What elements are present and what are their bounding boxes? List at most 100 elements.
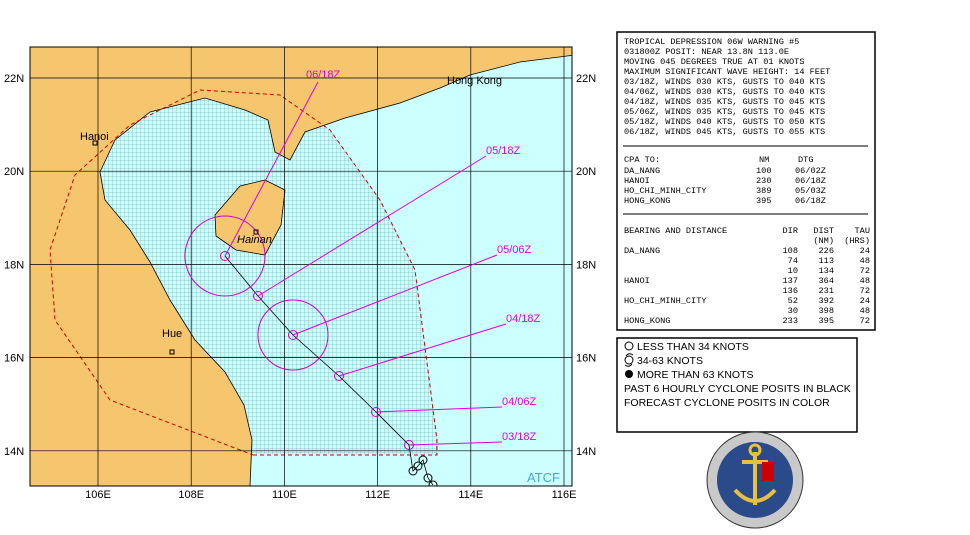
- bearing-cell: 108: [783, 246, 798, 256]
- lat-label: 22N: [4, 73, 24, 85]
- warning-line: 06/18Z, WINDS 045 KTS, GUSTS TO 055 KTS: [624, 127, 825, 137]
- warning-line: MOVING 045 DEGREES TRUE AT 01 KNOTS: [624, 57, 805, 67]
- place-label: Hue: [162, 328, 182, 340]
- bearing-unit: (NM): [813, 236, 834, 246]
- bearing-cell: 48: [860, 306, 870, 316]
- lon-label: 108E: [178, 489, 204, 501]
- logo: [706, 431, 804, 529]
- leader-line: [224, 81, 319, 257]
- map-frame: [29, 46, 573, 487]
- legend-icon: [625, 370, 633, 378]
- cpa-cell: 06/02Z: [795, 166, 826, 176]
- lon-label: 106E: [85, 489, 111, 501]
- lat-label: 14N: [576, 446, 596, 458]
- cpa-header: CPA TO:: [624, 155, 660, 165]
- mainland: [30, 47, 572, 486]
- leader-line: [292, 254, 498, 336]
- bearing-cell: 226: [819, 246, 834, 256]
- lat-label: 18N: [4, 259, 24, 271]
- bearing-cell: 137: [783, 276, 798, 286]
- positions: [408, 455, 438, 486]
- warning-line: 05/06Z, WINDS 035 KTS, GUSTS TO 045 KTS: [624, 107, 825, 117]
- place-label: Hanoi: [80, 131, 109, 143]
- leader-line: [257, 155, 487, 297]
- bearing-cell: 233: [783, 316, 798, 326]
- bearing-place: HONG_KONG: [624, 316, 670, 326]
- past-position: [413, 461, 423, 471]
- bearing-header: DIR: [783, 226, 798, 236]
- cpa-cell: 06/18Z: [795, 196, 826, 206]
- forecast-position: [220, 251, 230, 261]
- hainan-island: [214, 179, 286, 256]
- bearing-cell: 24: [860, 296, 870, 306]
- lat-label: 20N: [4, 166, 24, 178]
- cpa-cell: 05/03Z: [795, 186, 826, 196]
- bearing-place: HO_CHI_MINH_CITY: [624, 296, 707, 306]
- legend-icon: [624, 341, 634, 351]
- cpa-cell: DA_NANG: [624, 166, 660, 176]
- cpa-cell: 389: [756, 186, 771, 196]
- warning-line: 05/18Z, WINDS 040 KTS, GUSTS TO 050 KTS: [624, 117, 825, 127]
- bearing-unit: (HRS): [844, 236, 870, 246]
- bearing-cell: 113: [819, 256, 834, 266]
- map: [30, 47, 572, 486]
- bearing-cell: 48: [860, 276, 870, 286]
- bearing-header: DIST: [813, 226, 834, 236]
- bearing-cell: 398: [819, 306, 834, 316]
- bearing-cell: 395: [819, 316, 834, 326]
- bearing-cell: 52: [788, 296, 798, 306]
- lat-label: 16N: [576, 353, 596, 365]
- legend-text: MORE THAN 63 KNOTS: [637, 369, 754, 381]
- legend-text: FORECAST CYCLONE POSITS IN COLOR: [624, 397, 830, 409]
- forecast-position: [371, 407, 381, 417]
- forecast-label: 06/18Z: [306, 69, 341, 81]
- grid: [30, 47, 572, 486]
- forecast-label: 04/06Z: [502, 396, 537, 408]
- bearing-cell: 231: [819, 286, 834, 296]
- lon-label: 116E: [552, 489, 577, 501]
- cpa-cell: 230: [756, 176, 771, 186]
- legend-text: 34-63 KNOTS: [637, 355, 703, 367]
- cpa-header: NM: [759, 155, 769, 165]
- city-marker: [92, 140, 98, 146]
- source-label: ATCF: [527, 470, 560, 485]
- leader-line: [408, 441, 503, 446]
- cpa-cell: HANOI: [624, 176, 650, 186]
- forecast-position: [288, 330, 298, 340]
- leader-line: [375, 406, 503, 413]
- bearing-cell: 24: [860, 246, 870, 256]
- danger-outline: [49, 89, 438, 456]
- cpa-header: DTG: [798, 155, 813, 165]
- warning-line: 03/18Z, WINDS 030 KTS, GUSTS TO 040 KTS: [624, 77, 825, 87]
- forecast-position: [334, 371, 344, 381]
- cpa-cell: 06/18Z: [795, 176, 826, 186]
- forecast-label: 05/06Z: [497, 244, 532, 256]
- warning-line: 031800Z POSIT: NEAR 13.8N 113.0E: [624, 47, 789, 57]
- bearing-cell: 30: [788, 306, 798, 316]
- legend-text: LESS THAN 34 KNOTS: [637, 341, 749, 353]
- legend-icon: [624, 353, 634, 367]
- bearing-cell: 392: [819, 296, 834, 306]
- leader-line: [338, 323, 507, 377]
- lat-label: 18N: [576, 259, 596, 271]
- forecast-position: [253, 291, 263, 301]
- bearing-place: HANOI: [624, 276, 650, 286]
- bearing-cell: 72: [860, 286, 870, 296]
- bearing-cell: 134: [819, 266, 834, 276]
- bearing-cell: 74: [788, 256, 798, 266]
- legend-box: [616, 337, 858, 433]
- forecast-position: [404, 440, 414, 450]
- bearing-cell: 72: [860, 316, 870, 326]
- warning-line: 04/06Z, WINDS 030 KTS, GUSTS TO 040 KTS: [624, 87, 825, 97]
- lon-label: 110E: [272, 489, 297, 501]
- city-marker: [169, 349, 175, 355]
- bearing-place: DA_NANG: [624, 246, 660, 256]
- warning-box: [616, 31, 876, 331]
- lon-label: 112E: [365, 489, 390, 501]
- legend-text: PAST 6 HOURLY CYCLONE POSITS IN BLACK: [624, 383, 851, 395]
- forecast-label: 05/18Z: [486, 145, 521, 157]
- cpa-cell: 100: [756, 166, 771, 176]
- warning-line: MAXIMUM SIGNIFICANT WAVE HEIGHT: 14 FEET: [624, 67, 830, 77]
- past-position: [418, 455, 428, 465]
